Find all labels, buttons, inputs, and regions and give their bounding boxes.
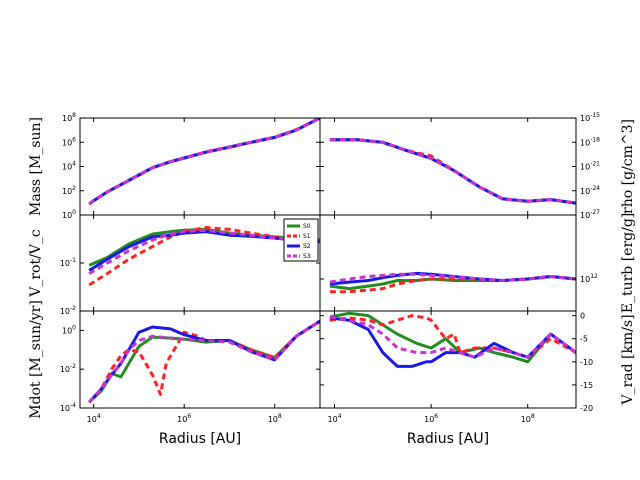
y-tick-label-vrot: 10-2: [60, 305, 76, 316]
panel-frame-eturb: [319, 214, 577, 312]
y-tick-label-mass: 108: [62, 112, 76, 123]
y-tick-label-vrad: -5: [580, 335, 588, 344]
x-tick-label: 106: [177, 413, 191, 424]
y-tick-label-mass: 104: [62, 161, 76, 172]
panel-density: rho [g/cm^3]: [319, 117, 636, 216]
y-tick-label-density: 10-24: [580, 185, 600, 196]
legend-label-S2: S2: [303, 243, 311, 250]
panel-frame-mdot: [79, 310, 321, 409]
series-line-mass-S1: [88, 118, 320, 206]
y-axis-title-vrot: V_rot/V_c: [28, 229, 44, 298]
series-line-eturb-S1: [329, 275, 576, 294]
series-line-eturb-S3: [329, 272, 576, 284]
y-tick-label-vrot: 10-1: [60, 257, 76, 268]
y-axis-title-density: rho [g/cm^3]: [620, 119, 636, 214]
series-line-mdot-S3: [88, 319, 320, 404]
series-line-mdot-S1: [88, 319, 320, 404]
x-tick-label: 108: [521, 413, 535, 424]
series-line-density-S3: [329, 138, 576, 205]
y-axis-title-eturb: E_turb [erg/g]: [620, 213, 636, 314]
y-axis-title-mass: Mass [M_sun]: [28, 117, 44, 216]
y-tick-label-eturb: 1012: [580, 273, 598, 284]
series-line-mass-S3: [88, 118, 320, 206]
series-line-mdot-S2: [88, 319, 320, 404]
series-line-vrot-S3: [88, 228, 320, 275]
series-line-density-S2: [329, 138, 576, 205]
legend: S0 S1 S2 S3: [283, 218, 319, 262]
panel-mdot: Mdot [M_sun/yr] Radius [AU]: [28, 300, 321, 447]
y-tick-label-mass: 102: [62, 185, 76, 196]
y-tick-label-mdot: 100: [62, 324, 76, 335]
y-tick-label-density: 10-18: [580, 136, 600, 147]
x-tick-label: 106: [424, 413, 438, 424]
y-axis-title-vrad: V_rad [km/s]: [620, 314, 636, 405]
series-line-mass-S0: [88, 118, 320, 206]
y-tick-label-vrad: -10: [580, 358, 593, 367]
y-tick-label-mdot: 10-4: [60, 402, 76, 413]
panel-frame-mass: [79, 117, 321, 216]
x-axis-title: Radius [AU]: [407, 431, 489, 447]
panel-frame-vrad: [319, 310, 577, 409]
y-tick-label-vrad: 0: [580, 312, 585, 321]
panel-eturb: E_turb [erg/g]: [319, 213, 636, 314]
y-tick-label-mass: 100: [62, 209, 76, 220]
series-line-vrad-S3: [329, 315, 576, 359]
y-tick-label-density: 10-15: [580, 112, 600, 123]
legend-label-S0: S0: [303, 223, 311, 230]
panel-vrad: V_rad [km/s] Radius [AU]: [319, 310, 636, 447]
x-axis-title: Radius [AU]: [159, 431, 241, 447]
y-tick-label-density: 10-27: [580, 209, 600, 220]
y-axis-title-mdot: Mdot [M_sun/yr]: [28, 300, 44, 419]
y-tick-label-vrad: -15: [580, 381, 593, 390]
series-line-mass-S2: [88, 118, 320, 206]
series-line-mdot-S0: [88, 319, 320, 404]
legend-label-S1: S1: [303, 233, 311, 240]
series-line-vrad-S0: [329, 311, 576, 364]
x-tick-label: 104: [87, 413, 101, 424]
y-tick-label-mdot: 10-2: [60, 363, 76, 374]
y-tick-label-density: 10-21: [580, 161, 600, 172]
panel-vrot: V_rot/V_c S0 S1 S2 S3: [28, 214, 321, 312]
y-tick-label-mass: 106: [62, 136, 76, 147]
x-tick-label: 104: [328, 413, 342, 424]
x-tick-label: 108: [268, 413, 282, 424]
series-line-vrad-S2: [329, 316, 576, 368]
y-tick-label-vrad: -20: [580, 404, 593, 413]
legend-label-S3: S3: [303, 253, 311, 260]
